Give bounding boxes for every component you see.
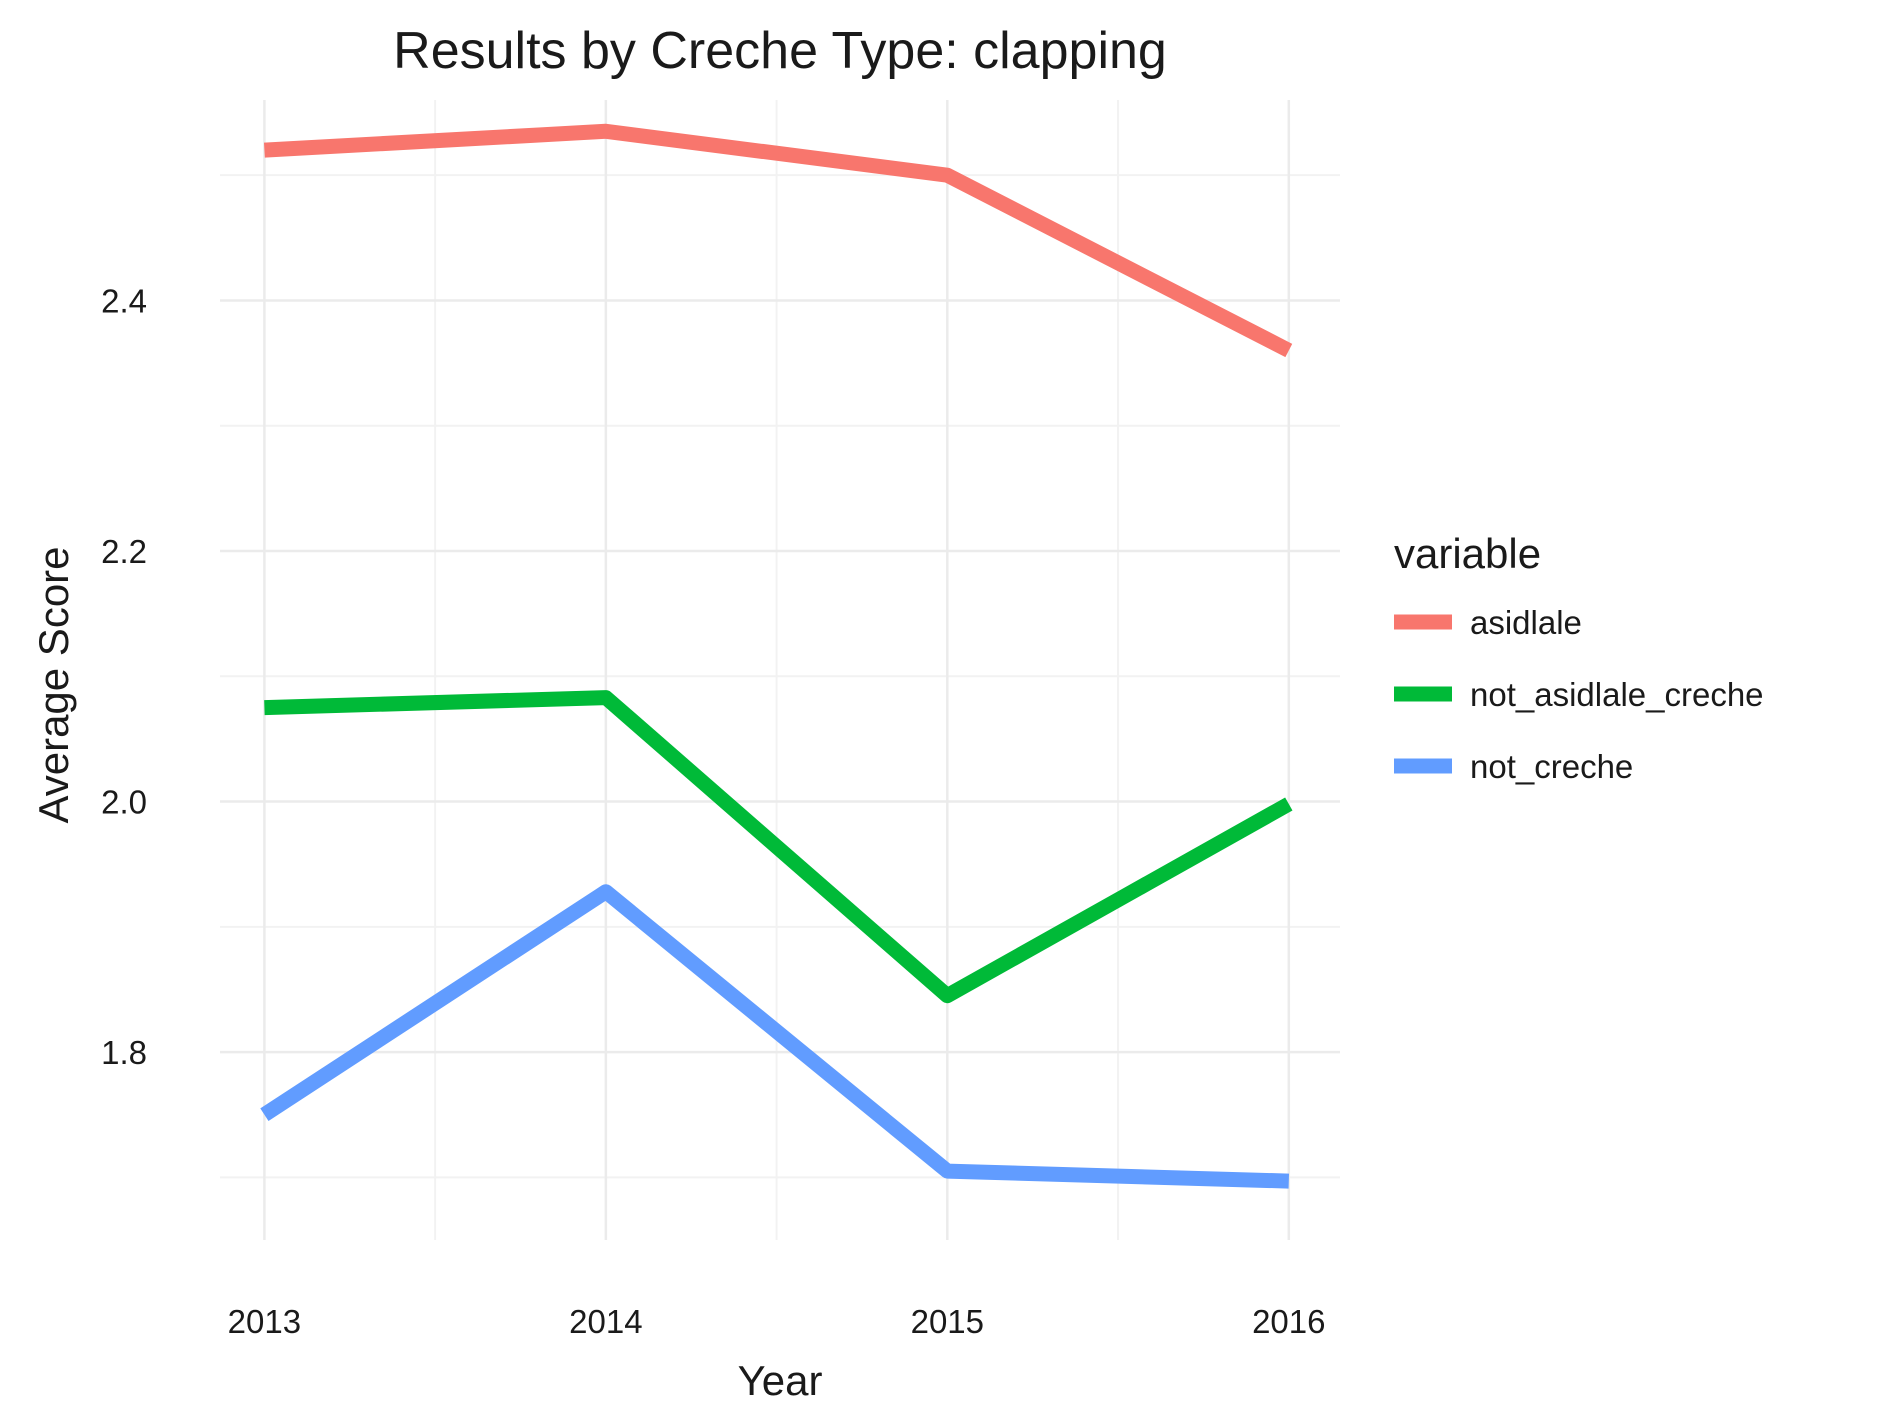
chart-title: Results by Creche Type: clapping — [393, 22, 1167, 80]
x-axis-tick-labels: 2013 2014 2015 2016 — [228, 1303, 1326, 1340]
legend-label-not_creche: not_creche — [1470, 748, 1633, 785]
series-line-not_creche — [260, 884, 1290, 1189]
legend: variable asidlale not_asidlale_creche not_… — [1394, 530, 1764, 785]
series-line-asidlale — [263, 123, 1293, 358]
y-tick-label: 2.4 — [101, 282, 147, 319]
legend-title: variable — [1394, 530, 1541, 577]
x-axis-title: Year — [738, 1357, 823, 1404]
y-axis-tick-labels: 1.8 2.0 2.2 2.4 — [101, 282, 147, 1071]
major-gridlines — [220, 100, 1340, 1240]
series-lines — [260, 123, 1293, 1189]
x-tick-label: 2013 — [228, 1303, 301, 1340]
minor-gridlines — [220, 100, 1340, 1240]
legend-label-not_asidlale_creche: not_asidlale_creche — [1470, 676, 1764, 713]
legend-items: asidlale not_asidlale_creche not_creche — [1394, 604, 1764, 785]
x-tick-label: 2016 — [1252, 1303, 1325, 1340]
x-tick-label: 2014 — [569, 1303, 642, 1340]
y-tick-label: 2.0 — [101, 784, 147, 821]
series-line-not_asidlale_creche — [264, 690, 1293, 1004]
legend-label-asidlale: asidlale — [1470, 604, 1582, 641]
y-axis-title: Average Score — [30, 546, 77, 823]
x-tick-label: 2015 — [911, 1303, 984, 1340]
y-tick-label: 1.8 — [101, 1034, 147, 1071]
y-tick-label: 2.2 — [101, 533, 147, 570]
